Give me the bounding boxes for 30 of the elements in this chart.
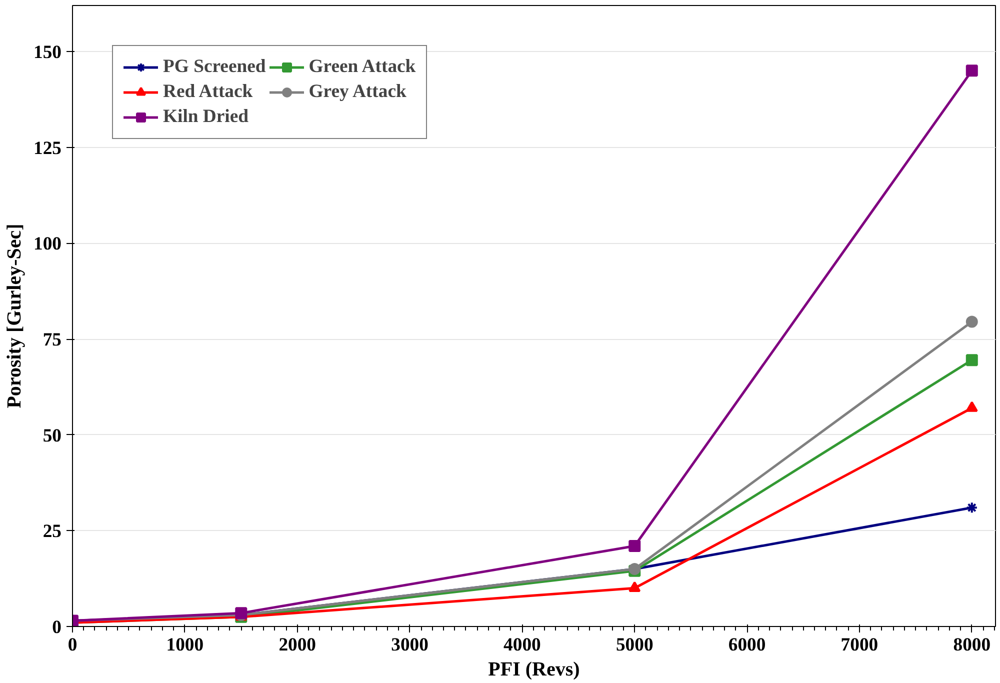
x-tick-label: 4000 [504,634,541,656]
x-tick-label: 7000 [840,634,878,656]
x-tick-label: 6000 [728,634,766,656]
point [966,354,978,366]
y-tick-label: 25 [42,521,62,542]
y-axis-title: Porosity [Gurley-Sec] [4,224,26,408]
x-tick-label: 8000 [953,634,991,656]
y-tick-label: 100 [34,234,62,255]
point [966,64,978,77]
point [966,401,978,412]
x-tick-label: 3000 [391,634,428,656]
y-tick-label: 0 [52,617,62,638]
y-tick-label: 125 [34,138,62,159]
y-tick-label: 75 [42,330,62,350]
point [628,540,641,552]
legend-label: PG Screened [163,56,266,78]
y-tick-label: 50 [42,425,62,446]
x-tick-label: 5000 [616,634,654,656]
point [628,581,641,592]
x-axis-title: PFI (Revs) [488,658,580,680]
x-tick-label: 0 [68,634,78,656]
legend-label: Red Attack [163,81,253,103]
y-tick-label: 150 [34,42,62,63]
legend-label: Grey Attack [308,81,406,103]
legend-label: Green Attack [308,56,416,78]
x-tick-label: 1000 [166,634,204,656]
x-tick-label: 2000 [278,634,316,656]
legend-label: Kiln Dried [163,106,249,128]
point [966,502,978,514]
point [966,316,978,328]
